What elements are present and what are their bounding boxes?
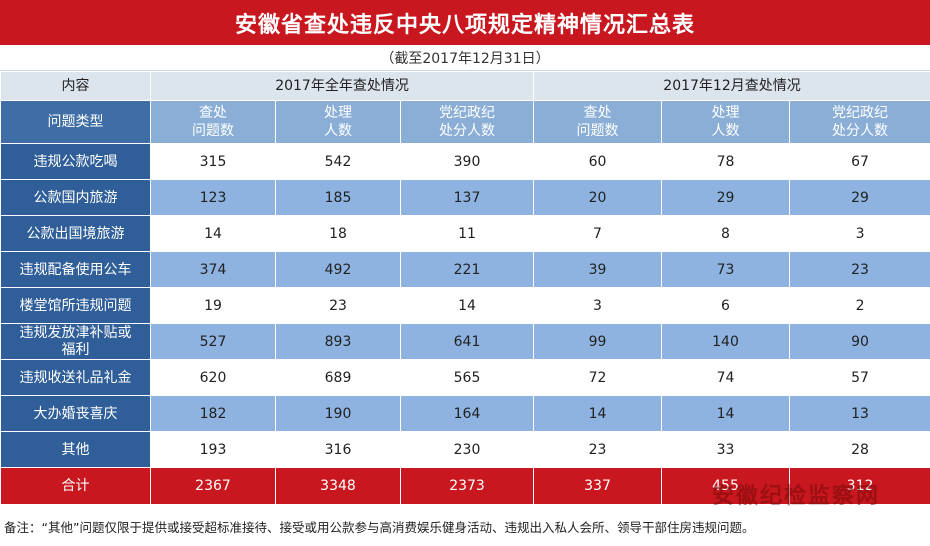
cell-value: 182 — [150, 395, 276, 432]
table-subtitle: （截至2017年12月31日） — [0, 45, 930, 71]
total-value: 312 — [789, 467, 930, 505]
total-value: 337 — [533, 467, 663, 505]
cell-value: 3 — [533, 287, 663, 324]
total-value: 2367 — [150, 467, 276, 505]
cell-value: 492 — [275, 251, 401, 288]
cell-value: 6 — [661, 287, 791, 324]
content-header: 内容 — [0, 71, 151, 101]
cell-value: 8 — [661, 215, 791, 252]
row-label: 楼堂馆所违规问题 — [0, 287, 151, 324]
cell-value: 73 — [661, 251, 791, 288]
cell-value: 14 — [399, 287, 535, 324]
cell-value: 23 — [275, 287, 401, 324]
cell-value: 527 — [150, 323, 276, 360]
cell-value: 390 — [399, 143, 535, 180]
cell-value: 3 — [789, 215, 930, 252]
table-row: 公款出国境旅游 14 18 11 7 8 3 — [0, 215, 930, 252]
cell-value: 14 — [533, 395, 663, 432]
table-row: 其他 193 316 230 23 33 28 — [0, 431, 930, 468]
cell-value: 140 — [661, 323, 791, 360]
cell-value: 29 — [661, 179, 791, 216]
cell-value: 23 — [533, 431, 663, 468]
table-title: 安徽省查处违反中央八项规定精神情况汇总表 — [0, 0, 930, 45]
table-row: 大办婚丧喜庆 182 190 164 14 14 13 — [0, 395, 930, 432]
cell-value: 23 — [789, 251, 930, 288]
cell-value: 19 — [150, 287, 276, 324]
cell-value: 29 — [789, 179, 930, 216]
row-label: 大办婚丧喜庆 — [0, 395, 151, 432]
table-row: 违规发放津补贴或 福利 527 893 641 99 140 90 — [0, 323, 930, 360]
cell-value: 190 — [275, 395, 401, 432]
month-group-header: 2017年12月查处情况 — [533, 71, 930, 101]
cell-value: 565 — [399, 359, 535, 396]
cell-value: 620 — [150, 359, 276, 396]
cell-value: 14 — [661, 395, 791, 432]
table-row: 违规公款吃喝 315 542 390 60 78 67 — [0, 143, 930, 180]
cell-value: 28 — [789, 431, 930, 468]
cell-value: 72 — [533, 359, 663, 396]
cell-value: 11 — [399, 215, 535, 252]
problem-type-header: 问题类型 — [0, 100, 151, 144]
cell-value: 315 — [150, 143, 276, 180]
cell-value: 374 — [150, 251, 276, 288]
group-header-row: 内容 2017年全年查处情况 2017年12月查处情况 — [0, 71, 930, 101]
total-value: 455 — [661, 467, 791, 505]
cell-value: 316 — [275, 431, 401, 468]
cell-value: 78 — [661, 143, 791, 180]
year-disciplined-header: 党纪政纪 处分人数 — [399, 100, 535, 144]
cell-value: 230 — [399, 431, 535, 468]
watermark-subtext: DISCIPLINE INSPECTION AND SUPERVISION OF… — [718, 504, 901, 511]
cell-value: 221 — [399, 251, 535, 288]
row-label: 违规发放津补贴或 福利 — [0, 323, 151, 360]
footnote: 备注：“其他”问题仅限于提供或接受超标准接待、接受或用公款参与高消费娱乐健身活动… — [4, 519, 755, 535]
cell-value: 689 — [275, 359, 401, 396]
summary-table: 内容 2017年全年查处情况 2017年12月查处情况 问题类型 查处 问题数 处… — [0, 71, 930, 505]
cell-value: 90 — [789, 323, 930, 360]
cell-value: 14 — [150, 215, 276, 252]
total-value: 2373 — [399, 467, 535, 505]
month-cases-header: 查处 问题数 — [533, 100, 663, 144]
row-label: 其他 — [0, 431, 151, 468]
cell-value: 18 — [275, 215, 401, 252]
row-label: 公款国内旅游 — [0, 179, 151, 216]
table-row: 违规收送礼品礼金 620 689 565 72 74 57 — [0, 359, 930, 396]
row-label: 违规公款吃喝 — [0, 143, 151, 180]
cell-value: 641 — [399, 323, 535, 360]
cell-value: 57 — [789, 359, 930, 396]
row-label: 违规收送礼品礼金 — [0, 359, 151, 396]
table-row: 公款国内旅游 123 185 137 20 29 29 — [0, 179, 930, 216]
cell-value: 542 — [275, 143, 401, 180]
total-row: 合计 2367 3348 2373 337 455 312 — [0, 467, 930, 505]
cell-value: 60 — [533, 143, 663, 180]
cell-value: 164 — [399, 395, 535, 432]
cell-value: 39 — [533, 251, 663, 288]
cell-value: 7 — [533, 215, 663, 252]
table-row: 楼堂馆所违规问题 19 23 14 3 6 2 — [0, 287, 930, 324]
cell-value: 13 — [789, 395, 930, 432]
table-row: 违规配备使用公车 374 492 221 39 73 23 — [0, 251, 930, 288]
cell-value: 67 — [789, 143, 930, 180]
cell-value: 20 — [533, 179, 663, 216]
year-group-header: 2017年全年查处情况 — [149, 71, 535, 101]
cell-value: 185 — [275, 179, 401, 216]
cell-value: 33 — [661, 431, 791, 468]
cell-value: 74 — [661, 359, 791, 396]
cell-value: 2 — [789, 287, 930, 324]
cell-value: 137 — [399, 179, 535, 216]
year-cases-header: 查处 问题数 — [150, 100, 276, 144]
total-value: 3348 — [275, 467, 401, 505]
cell-value: 193 — [150, 431, 276, 468]
cell-value: 893 — [275, 323, 401, 360]
year-persons-header: 处理 人数 — [275, 100, 401, 144]
row-label: 违规配备使用公车 — [0, 251, 151, 288]
month-disciplined-header: 党纪政纪 处分人数 — [789, 100, 930, 144]
row-label: 公款出国境旅游 — [0, 215, 151, 252]
total-label: 合计 — [0, 467, 151, 505]
cell-value: 123 — [150, 179, 276, 216]
cell-value: 99 — [533, 323, 663, 360]
month-persons-header: 处理 人数 — [661, 100, 791, 144]
column-header-row: 问题类型 查处 问题数 处理 人数 党纪政纪 处分人数 查处 问题数 处理 人数 党纪政纪… — [0, 100, 930, 144]
